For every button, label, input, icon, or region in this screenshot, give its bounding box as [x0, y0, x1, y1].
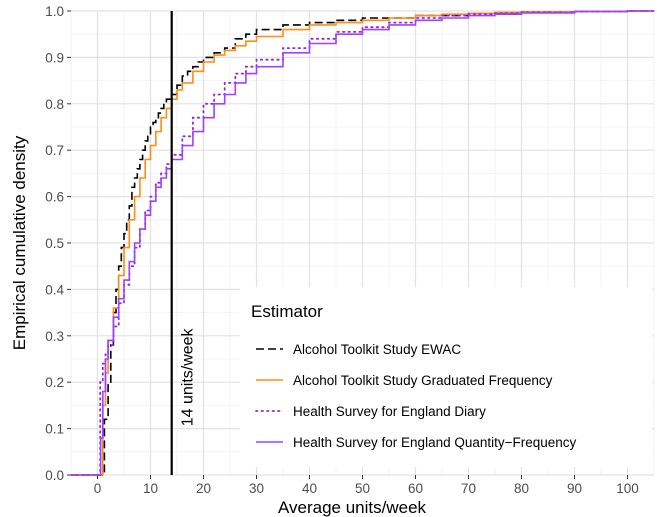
legend-label-3: Health Survey for England Diary: [293, 404, 486, 419]
x-axis-ticks: 0 10 20 30 40 50 60 70 80 90 100: [94, 475, 639, 496]
y-tick-label: 0.3: [45, 329, 64, 344]
x-tick-label: 20: [196, 481, 211, 496]
x-axis-title: Average units/week: [278, 498, 427, 517]
reference-line-label: 14 units/week: [180, 327, 197, 426]
y-tick-label: 0.5: [45, 236, 64, 251]
series-line-4: [71, 10, 654, 476]
y-tick-label: 0.0: [45, 468, 64, 483]
y-tick-label: 0.9: [45, 50, 64, 65]
legend-background: [240, 287, 652, 467]
legend-label-1: Alcohol Toolkit Study EWAC: [293, 342, 461, 357]
y-tick-label: 0.1: [45, 422, 64, 437]
y-axis-ticks: 0.0 0.1 0.2 0.3 0.4 0.5 0.6 0.7 0.8 0.9 1.0: [45, 4, 71, 483]
y-tick-label: 0.8: [45, 97, 64, 112]
x-tick-label: 30: [249, 481, 264, 496]
x-tick-label: 70: [461, 481, 476, 496]
series-line-2: [71, 10, 654, 476]
y-axis-title: Empirical cumulative density: [10, 135, 29, 350]
x-tick-label: 50: [355, 481, 370, 496]
x-tick-label: 60: [408, 481, 423, 496]
x-tick-label: 90: [567, 481, 582, 496]
x-tick-label: 0: [94, 481, 102, 496]
y-tick-label: 0.7: [45, 143, 64, 158]
legend: Estimator Alcohol Toolkit Study EWACAlco…: [240, 287, 652, 467]
series-lines: [70, 10, 655, 476]
y-tick-label: 0.4: [45, 282, 64, 297]
x-tick-label: 40: [302, 481, 317, 496]
x-tick-label: 100: [616, 481, 639, 496]
legend-label-2: Alcohol Toolkit Study Graduated Frequenc…: [293, 373, 553, 388]
legend-keys: Alcohol Toolkit Study EWAC Alcohol Toolki…: [255, 342, 577, 450]
legend-label-4: Health Survey for England Quantity−Frequ…: [293, 435, 577, 450]
legend-title: Estimator: [251, 302, 323, 321]
y-tick-label: 0.6: [45, 190, 64, 205]
series-line-3: [70, 10, 655, 476]
y-tick-label: 0.2: [45, 375, 64, 390]
y-tick-label: 1.0: [45, 4, 64, 19]
x-tick-label: 10: [143, 481, 158, 496]
x-tick-label: 80: [514, 481, 529, 496]
